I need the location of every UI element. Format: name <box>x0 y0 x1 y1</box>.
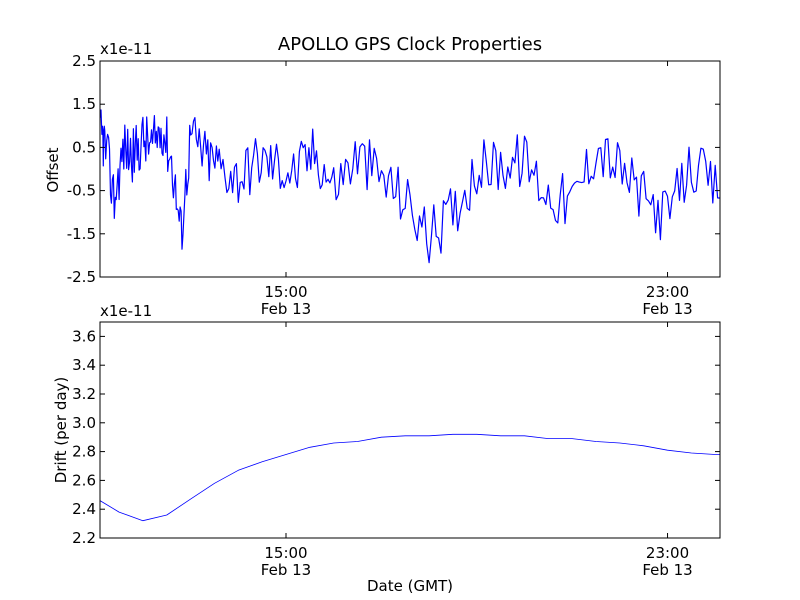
offset-y-ticks: 2.5 1.5 0.5 -0.5 -1.5 -2.5 <box>67 52 720 286</box>
y-tick-label: 3.4 <box>72 356 96 374</box>
drift-x-axis-label: Date (GMT) <box>367 577 453 595</box>
drift-series-line <box>100 433 720 522</box>
offset-series-line <box>100 109 720 264</box>
drift-y-multiplier: x1e-11 <box>100 302 152 320</box>
y-tick-label: 1.5 <box>72 95 96 113</box>
offset-y-multiplier: x1e-11 <box>100 40 152 58</box>
x-tick-date-label: Feb 13 <box>261 300 311 318</box>
drift-chart: x1e-11 Drift (per day) Date (GMT) 2.2 2.4… <box>52 302 721 595</box>
offset-y-axis-label: Offset <box>44 147 62 192</box>
x-tick-time-label: 15:00 <box>264 283 307 301</box>
x-tick-date-label: Feb 13 <box>642 561 692 579</box>
y-tick-label: 3.6 <box>72 327 96 345</box>
y-tick-label: -0.5 <box>67 182 96 200</box>
chart-title: APOLLO GPS Clock Properties <box>278 34 542 55</box>
drift-plot-area <box>100 433 720 522</box>
x-tick-date-label: Feb 13 <box>261 561 311 579</box>
offset-chart: APOLLO GPS Clock Properties x1e-11 Offse… <box>44 34 721 318</box>
x-tick-time-label: 15:00 <box>264 544 307 562</box>
y-tick-label: 2.6 <box>72 471 96 489</box>
drift-axes-frame <box>99 321 721 539</box>
y-tick-label: -1.5 <box>67 225 96 243</box>
y-tick-label: 0.5 <box>72 138 96 156</box>
offset-axes-frame <box>99 60 721 278</box>
x-tick-date-label: Feb 13 <box>642 300 692 318</box>
y-tick-label: 3.0 <box>72 414 96 432</box>
y-tick-label: 2.8 <box>72 443 96 461</box>
y-tick-label: 2.4 <box>72 500 96 518</box>
x-tick-time-label: 23:00 <box>646 544 689 562</box>
drift-y-axis-label: Drift (per day) <box>52 377 70 484</box>
offset-plot-area <box>100 109 720 264</box>
y-tick-label: 2.5 <box>72 52 96 70</box>
x-tick-time-label: 23:00 <box>646 283 689 301</box>
y-tick-label: 2.2 <box>72 529 96 547</box>
drift-y-ticks: 2.2 2.4 2.6 2.8 3.0 3.2 3.4 3.6 <box>72 327 720 547</box>
y-tick-label: -2.5 <box>67 268 96 286</box>
y-tick-label: 3.2 <box>72 385 96 403</box>
